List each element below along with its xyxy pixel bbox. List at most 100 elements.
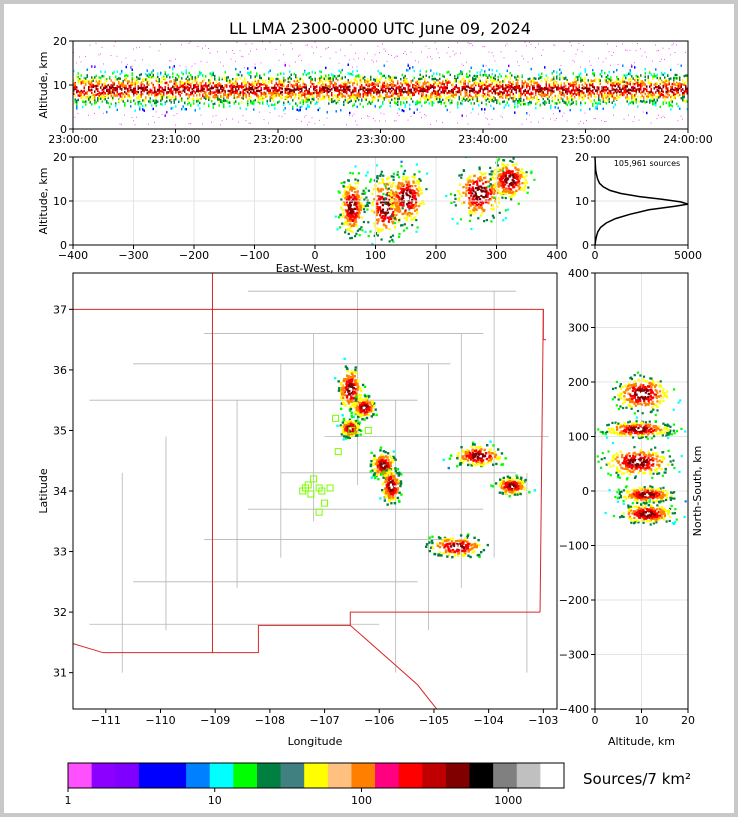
source-cell [486,461,490,465]
source-cell [485,457,489,461]
source-cell [392,455,395,459]
source-cell [390,472,394,475]
source-cell [431,535,434,538]
source-cell [512,483,515,487]
source-cell [396,482,400,485]
source-cell [473,443,476,446]
source-cell [372,405,375,409]
source-cell [453,544,456,548]
source-cell [349,399,352,402]
source-cell [356,424,359,427]
source-cell [447,553,451,557]
source-cell [502,480,506,483]
source-cell [392,450,395,453]
source-cell [363,413,366,416]
source-cell [504,485,507,488]
source-cell [469,456,473,459]
source-cell [468,454,471,457]
source-cell [354,381,357,384]
source-cell [437,536,441,539]
source-cell [346,399,350,402]
station-marker [364,426,372,434]
station-marker [326,484,334,492]
source-cell [465,544,468,547]
source-cell [394,483,397,486]
altitude-histogram-panel: 0 5000 0 10 20 [575,151,702,262]
source-cell [359,389,363,392]
source-cell [464,450,468,454]
source-cell [471,543,474,546]
source-cell [369,402,372,406]
latitude-tick: 37 [53,303,67,316]
source-cell [343,432,347,435]
east-west-xtick: 400 [547,249,568,262]
source-cell [397,474,400,477]
source-cell [437,553,440,556]
source-cell [506,478,509,482]
source-cell [509,482,512,486]
source-cell [345,374,349,377]
source-cell [341,414,344,417]
source-cell [356,426,360,430]
source-cell [467,549,471,552]
source-cell [501,463,505,466]
source-cell [386,452,390,455]
source-cell [375,413,378,417]
source-cell [346,380,349,383]
longitude-tick: −104 [474,714,504,727]
source-cell [468,451,472,455]
source-cell [391,483,395,486]
source-cell [364,395,367,398]
source-cell [382,470,385,474]
source-cell [447,466,451,470]
source-cell [501,482,505,485]
source-cell [341,421,345,424]
source-cell [466,542,470,546]
colorbar-label: Sources/7 km² [583,770,691,788]
source-cell [511,478,514,481]
source-cell [511,481,514,484]
source-cell [358,428,361,432]
source-cell [454,540,458,543]
source-cell [389,464,393,468]
source-cell [383,463,386,467]
source-cell [461,455,465,458]
source-cell [447,547,451,551]
north-south-xtick: 0 [592,714,599,727]
north-south-density [595,371,687,526]
source-cell [370,476,374,479]
source-cell [387,475,390,479]
longitude-tick: −105 [419,714,449,727]
source-cell [497,456,500,459]
source-cell [496,448,500,451]
source-cell [508,476,512,480]
source-cell [350,395,353,398]
source-cell [433,552,437,556]
source-cell [447,539,450,542]
source-cell [374,469,378,473]
source-cell [360,409,363,412]
source-cell [466,547,470,550]
source-cell [460,544,464,548]
source-cell [345,386,348,389]
source-cell [494,455,497,459]
source-cell [380,488,384,492]
source-cell [345,423,349,426]
source-cell [508,495,511,498]
source-cell [350,400,354,403]
source-cell [349,420,352,423]
source-cell [355,405,359,409]
source-cell [336,424,339,428]
east-west-ylabel: Altitude, km [37,167,50,234]
source-cell [394,469,398,473]
time-height-density [73,41,688,126]
source-cell [365,413,368,416]
source-cell [388,477,392,480]
source-cell [375,473,379,477]
source-cell [374,457,377,460]
source-cell [508,479,512,483]
time-height-ylabel: Altitude, km [37,51,50,118]
source-cell [349,421,353,424]
source-cell [345,388,348,391]
source-cell [521,482,524,485]
